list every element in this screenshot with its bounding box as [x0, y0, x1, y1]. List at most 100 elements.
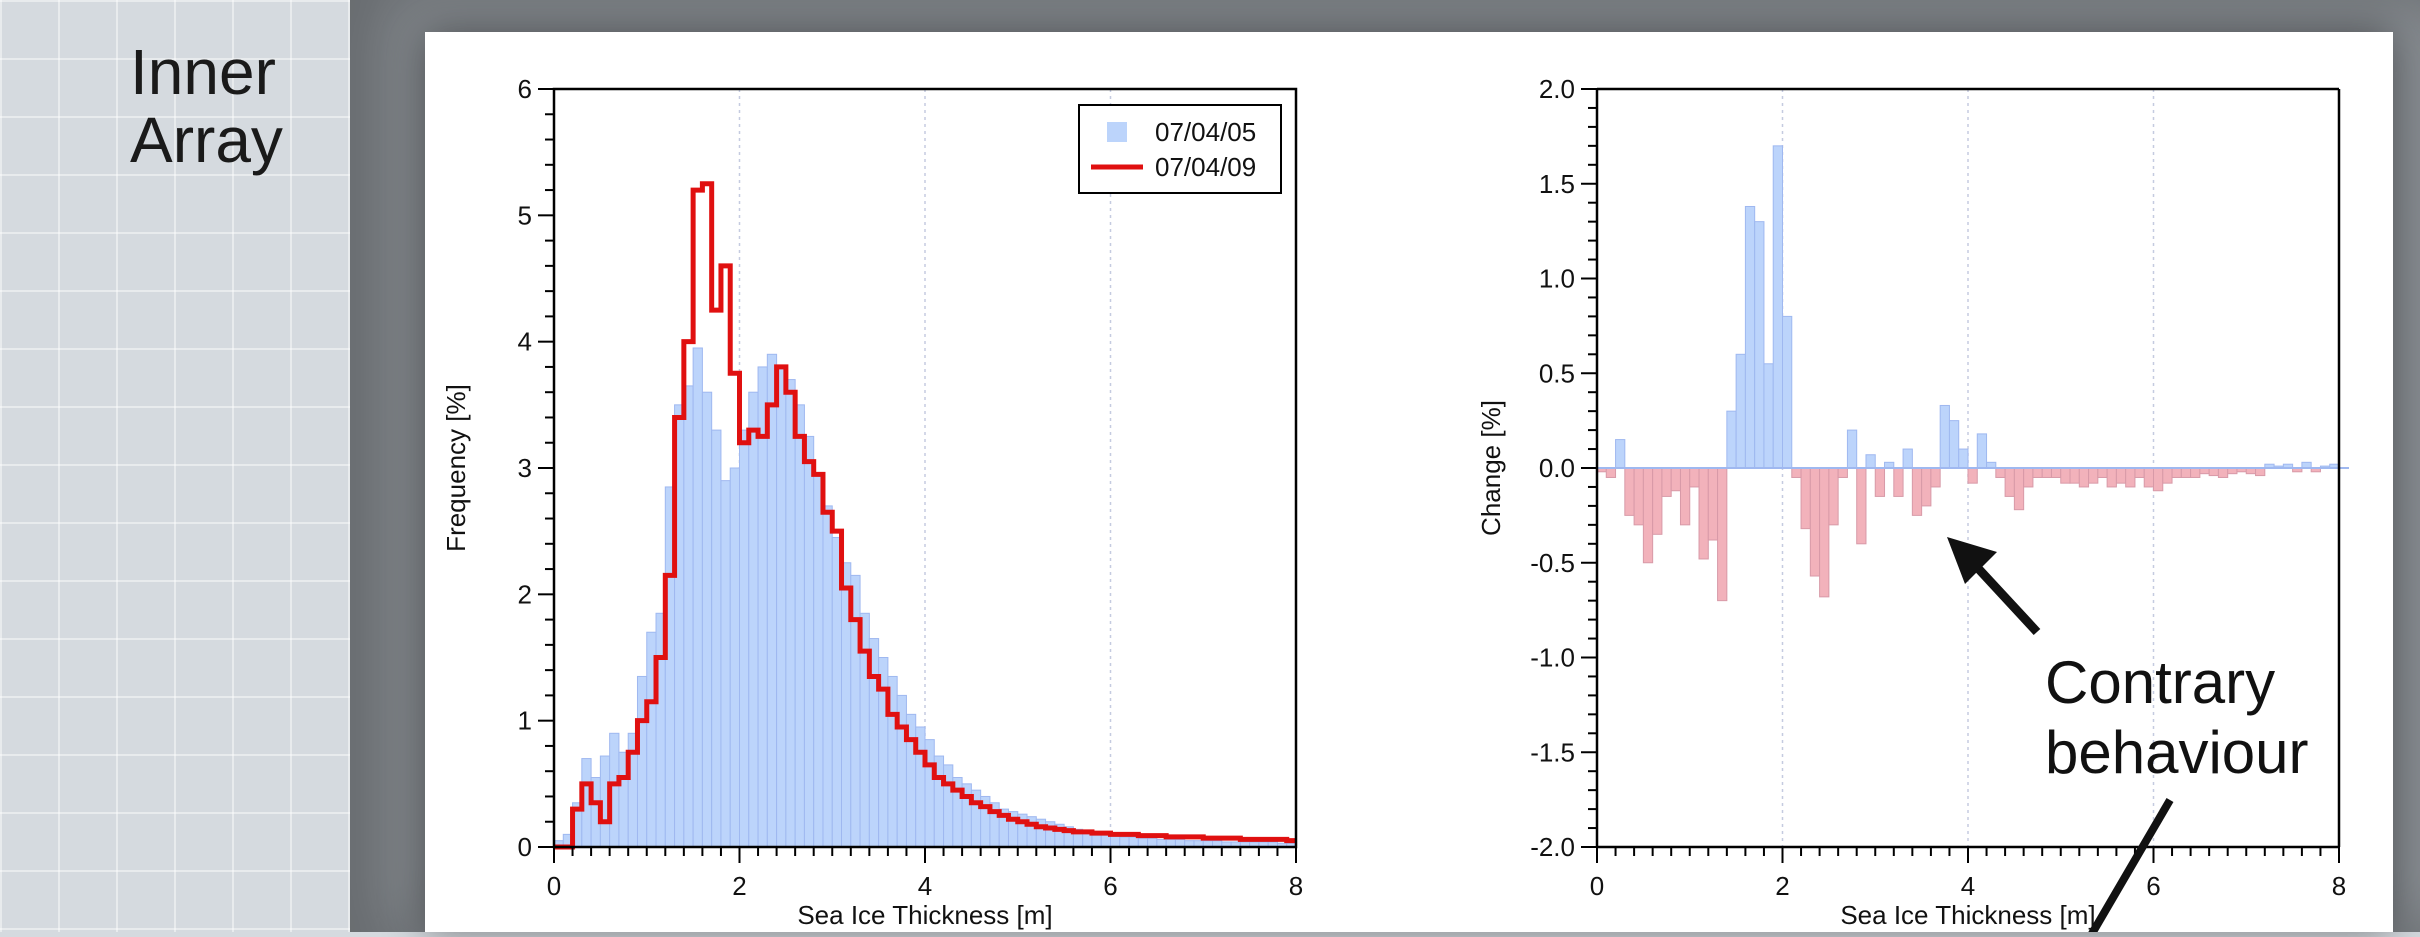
frequency-bar [692, 347, 703, 848]
change-bar [1911, 467, 1923, 516]
change-bar [1605, 467, 1617, 478]
frequency-bar [720, 480, 731, 848]
change-x-tick-label: 2 [1775, 871, 1789, 901]
change-bar [1800, 467, 1811, 530]
change-bar [2115, 467, 2127, 484]
change-bar [1763, 363, 1774, 469]
figure-panel: 0 1 2 3 4 5 6 0 2 4 6 8 Sea Ice Thickness [m] Frequ… [425, 32, 2393, 937]
change-bar [1930, 467, 1941, 488]
frequency-y-tick-label: 4 [518, 327, 532, 357]
change-y-tick-label: -0.5 [1530, 548, 1575, 578]
change-bar [2217, 467, 2229, 478]
change-bar [1707, 467, 1719, 541]
change-y-tick-label: 1.5 [1539, 169, 1575, 199]
change-bar [1717, 467, 1728, 602]
change-bar [1856, 467, 1867, 545]
frequency-bar [1128, 836, 1139, 848]
change-bar [1679, 467, 1691, 526]
change-y-tick-label: 0.0 [1539, 453, 1575, 483]
annotation-line1: Contrary [2045, 649, 2276, 716]
change-bar [1726, 410, 1737, 469]
change-bar [2078, 467, 2090, 488]
frequency-axes: 0 1 2 3 4 5 6 0 2 4 6 8 [518, 74, 1304, 901]
change-chart: 2.0 1.5 1.0 0.5 0.0 -0.5 -1.0 -1.5 -2.0 0 2 4 6 8 Sea… [1476, 74, 2349, 930]
change-bar [2023, 467, 2034, 488]
change-bar [2208, 467, 2219, 477]
change-bar [1642, 467, 1654, 564]
change-bar [1689, 467, 1700, 488]
change-bar [1874, 467, 1886, 497]
frequency-bar [757, 366, 768, 848]
frequency-bar [822, 505, 833, 848]
change-bar [1661, 467, 1672, 497]
contrary-behaviour-annotation: Contrary behaviour [2045, 648, 2309, 788]
change-bar [1670, 467, 1681, 492]
change-bar [1624, 467, 1635, 516]
change-y-tick-label: 1.0 [1539, 264, 1575, 294]
change-bar [1698, 467, 1709, 560]
change-x-tick-label: 8 [2332, 871, 2346, 901]
figure-svg: 0 1 2 3 4 5 6 0 2 4 6 8 Sea Ice Thickness [m] Frequ… [441, 74, 2349, 937]
legend-label-07-04-05: 07/04/05 [1155, 117, 1256, 147]
change-bar [2162, 467, 2173, 484]
change-bar [1735, 353, 1746, 469]
frequency-bar [813, 473, 824, 848]
slide-title-line2: Array [130, 104, 283, 176]
frequency-bar [729, 467, 741, 848]
frequency-chart: 0 1 2 3 4 5 6 0 2 4 6 8 Sea Ice Thickness [m] Frequ… [441, 74, 1303, 930]
frequency-bar [803, 435, 815, 848]
change-x-tick-label: 0 [1590, 871, 1604, 901]
change-bar [2255, 467, 2266, 477]
slide-title-line1: Inner [130, 36, 276, 108]
change-bar [1782, 315, 1793, 469]
change-bar [1939, 404, 1950, 469]
change-bar [2171, 467, 2182, 478]
change-bar [2013, 467, 2025, 511]
change-bar [2106, 467, 2117, 488]
change-bar [2180, 467, 2192, 478]
frequency-y-tick-label: 2 [518, 579, 532, 609]
change-bar [2050, 467, 2062, 478]
frequency-bar [1110, 835, 1121, 848]
change-bar [1837, 467, 1848, 478]
change-bar [1958, 448, 1969, 469]
frequency-bar [1147, 837, 1158, 848]
frequency-y-tick-label: 1 [518, 706, 532, 736]
change-bar [2153, 467, 2164, 492]
annotation-line2: behaviour [2045, 719, 2309, 786]
frequency-bar [1137, 837, 1149, 848]
change-bar [1791, 467, 1802, 478]
frequency-step-line-series [554, 181, 1296, 850]
change-axes: 2.0 1.5 1.0 0.5 0.0 -0.5 -1.0 -1.5 -2.0 0 2 4 6 8 [1530, 74, 2346, 901]
change-bar [1967, 467, 1978, 484]
annotation-arrow-up [1947, 537, 2041, 636]
change-y-tick-label: 0.5 [1539, 358, 1575, 388]
change-bar [2190, 467, 2201, 478]
frequency-bar [711, 429, 722, 848]
annotation-pointer-line [2086, 797, 2174, 937]
change-bar [2060, 467, 2071, 484]
change-bar [1652, 467, 1663, 535]
frequency-x-tick-label: 4 [918, 871, 932, 901]
change-y-tick-label: -2.0 [1530, 832, 1575, 862]
frequency-x-axis-label: Sea Ice Thickness [m] [797, 900, 1052, 930]
frequency-bar [794, 404, 805, 848]
frequency-bars-series [553, 347, 1297, 848]
slide-title: Inner Array [130, 38, 283, 174]
change-y-tick-label: 2.0 [1539, 74, 1575, 104]
frequency-x-tick-label: 6 [1103, 871, 1117, 901]
change-y-tick-label: -1.5 [1530, 737, 1575, 767]
frequency-x-tick-label: 8 [1289, 871, 1303, 901]
change-bar [1921, 467, 1932, 507]
change-bar [1772, 145, 1783, 469]
change-bar [1633, 467, 1644, 526]
frequency-legend: 07/04/05 07/04/09 [1078, 104, 1282, 194]
frequency-bar [683, 385, 694, 848]
frequency-x-tick-label: 0 [547, 871, 561, 901]
legend-swatch-07-04-05 [1107, 122, 1127, 142]
frequency-y-tick-label: 0 [518, 832, 532, 862]
frequency-x-tick-label: 2 [732, 871, 746, 901]
change-x-axis-label: Sea Ice Thickness [m] [1840, 900, 2095, 930]
frequency-bar [776, 366, 787, 848]
change-bar [1819, 467, 1830, 598]
